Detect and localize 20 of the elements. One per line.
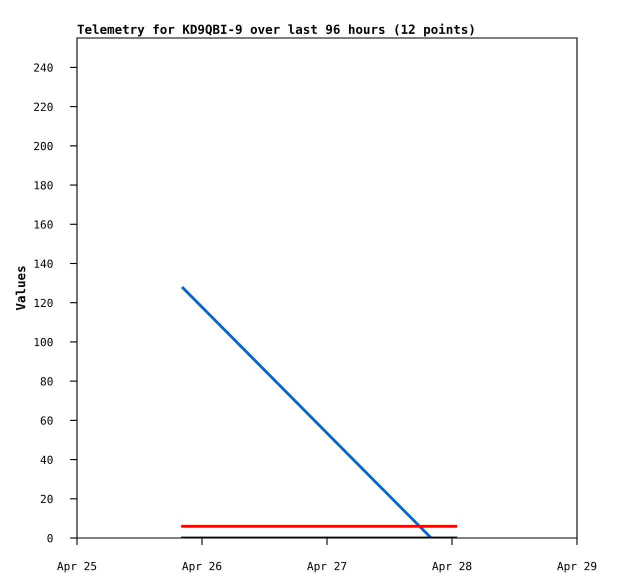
y-tick-label: 180 (34, 181, 53, 190)
y-tick-label: 120 (34, 298, 53, 308)
y-tick-label: 60 (40, 416, 53, 425)
x-tick-label: Apr 26 (182, 562, 222, 572)
y-tick-label: 240 (34, 63, 53, 72)
y-tick-label: 20 (40, 494, 53, 504)
y-tick-label: 100 (34, 338, 53, 346)
y-tick-label: 80 (40, 377, 53, 386)
y-axis-title: Values (16, 266, 26, 310)
x-tick-label: Apr 25 (57, 562, 96, 572)
y-tick-label: 40 (40, 456, 53, 464)
y-tick-label: 160 (34, 220, 53, 229)
y-tick-label: 200 (34, 142, 53, 150)
x-tick-label: Apr 29 (557, 562, 596, 572)
x-tick-label: Apr 27 (307, 562, 346, 572)
x-tick-label: Apr 28 (432, 562, 472, 572)
y-tick-label: 140 (34, 259, 53, 268)
chart-title: Telemetry for KD9QBI-9 over last 96 hours (12 points) (78, 24, 474, 36)
y-tick-label: 220 (34, 102, 53, 112)
y-tick-label: 0 (47, 534, 53, 542)
